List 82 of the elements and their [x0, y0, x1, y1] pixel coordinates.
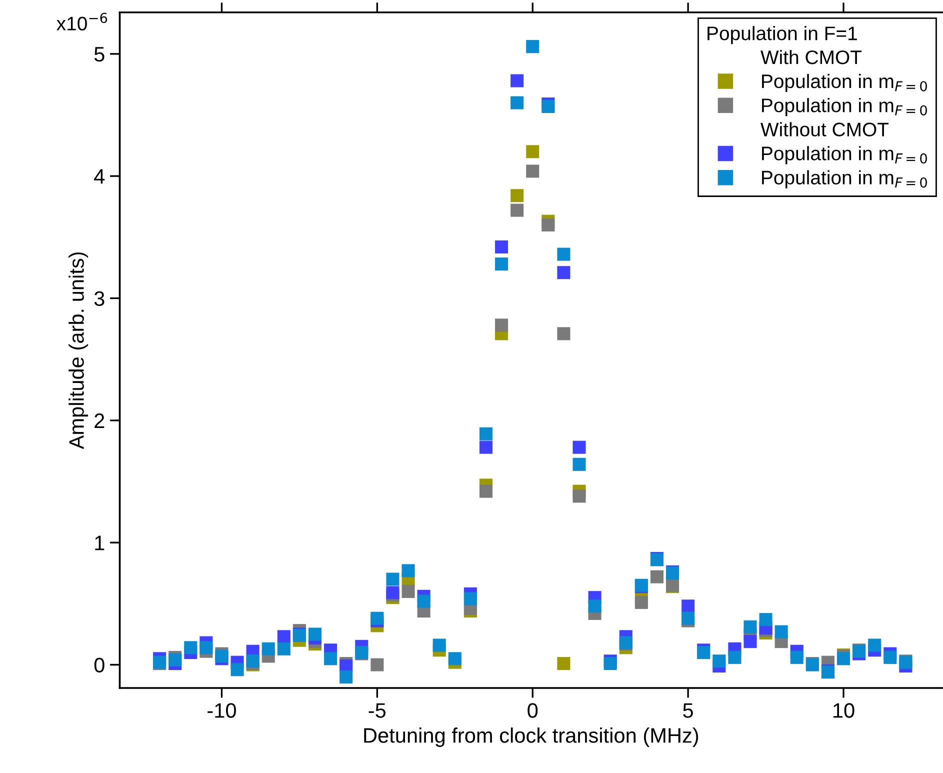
point [510, 96, 524, 110]
y-tick-label: 1 [95, 536, 104, 550]
point [495, 258, 508, 271]
point [884, 650, 897, 664]
point [542, 218, 555, 232]
point [604, 657, 617, 670]
point [510, 204, 524, 217]
point [836, 652, 850, 666]
point [650, 570, 664, 584]
x-tick-label: -5 [368, 703, 386, 718]
point [526, 145, 540, 158]
point [495, 318, 508, 332]
point [572, 490, 586, 503]
point [557, 657, 570, 670]
point [712, 654, 726, 668]
x-tick-label: -10 [208, 703, 236, 718]
point [542, 100, 555, 113]
y-tick-label: 5 [94, 47, 104, 62]
point [572, 440, 586, 454]
point [215, 650, 228, 663]
x-tick-label: 10 [834, 703, 854, 718]
point [324, 652, 338, 666]
point [526, 40, 540, 54]
point [402, 564, 415, 578]
point [697, 646, 710, 660]
point [448, 652, 462, 666]
text: x10$^{−6}$ [56, 12, 108, 30]
x-tick-label: 0 [528, 703, 538, 718]
point [634, 596, 648, 609]
point [479, 440, 492, 454]
point [728, 650, 742, 664]
point [432, 638, 446, 652]
point [588, 600, 602, 613]
point [386, 586, 400, 600]
point [168, 653, 182, 666]
point [510, 74, 524, 88]
point [200, 641, 213, 654]
point [479, 427, 492, 440]
point [246, 654, 260, 668]
point [682, 612, 695, 625]
point [230, 663, 244, 676]
x-tick-label: 5 [683, 703, 693, 718]
point [526, 164, 540, 178]
point [495, 240, 508, 254]
point [790, 650, 804, 664]
point [386, 572, 400, 586]
point [370, 612, 384, 625]
point [557, 327, 570, 340]
annotation: With CMOT [760, 50, 862, 64]
point [759, 613, 772, 626]
point [464, 592, 477, 606]
point [277, 630, 290, 644]
annotation: Without CMOT [760, 122, 889, 136]
point [510, 189, 524, 202]
point [308, 628, 322, 641]
point [417, 594, 430, 608]
point [557, 248, 570, 261]
legend-label: Population in m$_{F=0}$ [762, 170, 927, 188]
point [744, 620, 757, 634]
point [557, 266, 570, 280]
point [370, 658, 384, 672]
point [402, 584, 415, 598]
y-tick-label: 4 [94, 169, 105, 184]
y-axis-title: Amplitude (arb. units) [68, 252, 88, 450]
x-axis-title: Detuning from clock transition (MHz) [364, 728, 698, 747]
point [340, 670, 353, 684]
legend-label: Population in m$_{F=0}$ [762, 98, 927, 116]
y-tick-label: 2 [94, 413, 104, 428]
point [572, 458, 586, 471]
point [184, 641, 198, 654]
point [262, 642, 275, 656]
point [682, 600, 695, 613]
point [868, 638, 882, 652]
legend-label: Population in m$_{F=0}$ [762, 146, 927, 164]
point [744, 635, 757, 648]
point [277, 642, 290, 656]
y-tick-label: 0 [94, 658, 104, 673]
point [774, 625, 788, 638]
legend-label: Population in m$_{F=0}$ [762, 74, 927, 92]
legend-title: Population in F=1 [708, 26, 857, 44]
y-tick-label: 3 [94, 291, 104, 306]
point [479, 484, 492, 498]
